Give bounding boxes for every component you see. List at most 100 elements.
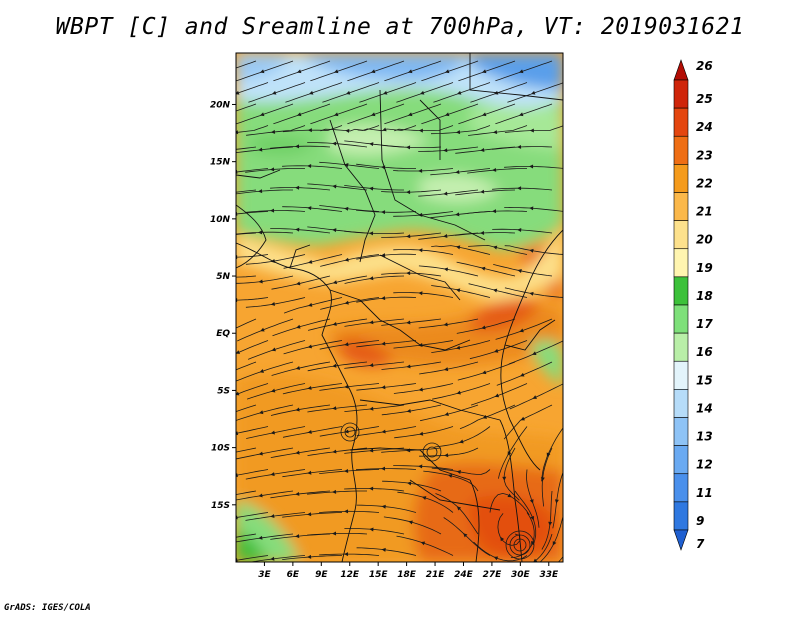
colorbar-label: 15 xyxy=(696,373,713,387)
streamline-arrow xyxy=(258,535,263,540)
streamline xyxy=(283,254,343,269)
streamline xyxy=(246,383,306,400)
streamline xyxy=(434,426,491,448)
streamline-arrow xyxy=(223,112,227,116)
streamline-arrow xyxy=(519,328,524,333)
streamline xyxy=(458,60,516,82)
streamline-arrow xyxy=(529,164,534,169)
streamline xyxy=(489,492,530,516)
streamline xyxy=(423,470,479,492)
streamline-arrow xyxy=(332,531,337,536)
streamline xyxy=(236,490,294,501)
colorbar-swatch xyxy=(673,79,689,109)
streamline-arrow xyxy=(529,499,534,504)
streamline-arrow xyxy=(418,248,423,253)
streamline-arrow xyxy=(369,363,374,368)
streamline xyxy=(431,467,491,475)
streamline xyxy=(271,275,331,290)
streamline-arrow xyxy=(406,190,411,195)
streamline-arrow xyxy=(529,128,534,133)
streamline xyxy=(248,555,306,562)
streamline-arrow xyxy=(407,112,413,117)
streamline xyxy=(552,471,563,529)
streamline xyxy=(236,555,269,561)
streamline-arrow xyxy=(307,470,312,475)
streamline-arrow xyxy=(332,184,337,189)
lat-label: 10S xyxy=(211,444,230,454)
lat-label: EQ xyxy=(216,329,230,339)
streamline xyxy=(384,103,442,125)
streamline-arrow xyxy=(332,280,338,285)
streamline xyxy=(467,210,528,214)
streamline xyxy=(270,404,331,416)
streamline-arrow xyxy=(456,390,461,395)
streamline-arrow xyxy=(381,385,386,390)
streamline xyxy=(319,340,380,350)
streamlines xyxy=(223,60,563,562)
map-frame xyxy=(235,52,564,563)
streamline-arrow xyxy=(530,90,536,95)
streamline xyxy=(381,272,442,277)
streamline-arrow xyxy=(370,69,376,74)
streamline xyxy=(492,228,553,234)
streamline xyxy=(504,125,563,133)
streamline-arrow xyxy=(517,144,522,149)
streamline xyxy=(432,383,491,400)
streamline-arrow xyxy=(259,69,265,74)
streamline xyxy=(246,125,306,136)
colorbar-swatch xyxy=(673,220,689,250)
streamline xyxy=(381,144,442,148)
colorbar-label: 26 xyxy=(696,59,713,73)
streamline-arrow xyxy=(260,327,265,332)
colorbar-label: 14 xyxy=(696,401,713,415)
streamline xyxy=(514,490,537,545)
streamline-arrow xyxy=(406,145,411,150)
streamline-arrow xyxy=(529,248,534,253)
streamline xyxy=(319,553,380,556)
streamline xyxy=(381,189,442,193)
colorbar-swatch xyxy=(673,389,689,418)
eddy-streamline xyxy=(422,442,442,462)
streamline-arrow xyxy=(258,451,263,456)
colorbar-label: 24 xyxy=(696,120,713,134)
colorbar-label: 25 xyxy=(696,92,713,106)
streamline-arrow xyxy=(459,439,464,444)
streamline-arrow xyxy=(444,69,450,74)
streamline-arrow xyxy=(307,164,312,169)
colorbar-label: 20 xyxy=(696,233,713,247)
lon-label: 9E xyxy=(315,570,328,580)
streamline xyxy=(347,60,405,82)
streamline xyxy=(381,318,442,326)
cyclone-streamline xyxy=(505,530,535,560)
streamline-arrow xyxy=(308,90,314,95)
streamline xyxy=(236,211,269,215)
streamline xyxy=(308,318,368,331)
streamline-arrow xyxy=(532,351,537,356)
colorbar-label: 12 xyxy=(696,458,713,472)
streamline-arrow xyxy=(307,206,312,211)
streamline-arrow xyxy=(418,431,424,436)
streamline-arrow xyxy=(223,413,227,417)
streamline-arrow xyxy=(296,112,302,117)
streamline-arrow xyxy=(418,168,423,173)
streamline-arrow xyxy=(369,186,374,191)
streamline-arrow xyxy=(295,407,300,412)
streamline xyxy=(236,533,294,543)
streamline xyxy=(236,103,257,112)
streamline xyxy=(356,163,416,169)
streamline xyxy=(381,404,442,416)
streamline-arrow xyxy=(419,90,425,95)
streamline-arrow xyxy=(344,468,349,473)
streamline xyxy=(282,512,343,518)
streamline xyxy=(322,82,380,103)
streamline-arrow xyxy=(344,163,349,167)
streamline-arrow xyxy=(443,191,448,196)
streamline xyxy=(435,493,479,535)
streamline-arrow xyxy=(270,167,275,172)
streamline xyxy=(236,254,269,258)
streamline xyxy=(236,232,257,235)
streamline-arrow xyxy=(307,385,312,390)
streamline xyxy=(356,340,417,348)
streamline-arrow xyxy=(540,477,545,482)
